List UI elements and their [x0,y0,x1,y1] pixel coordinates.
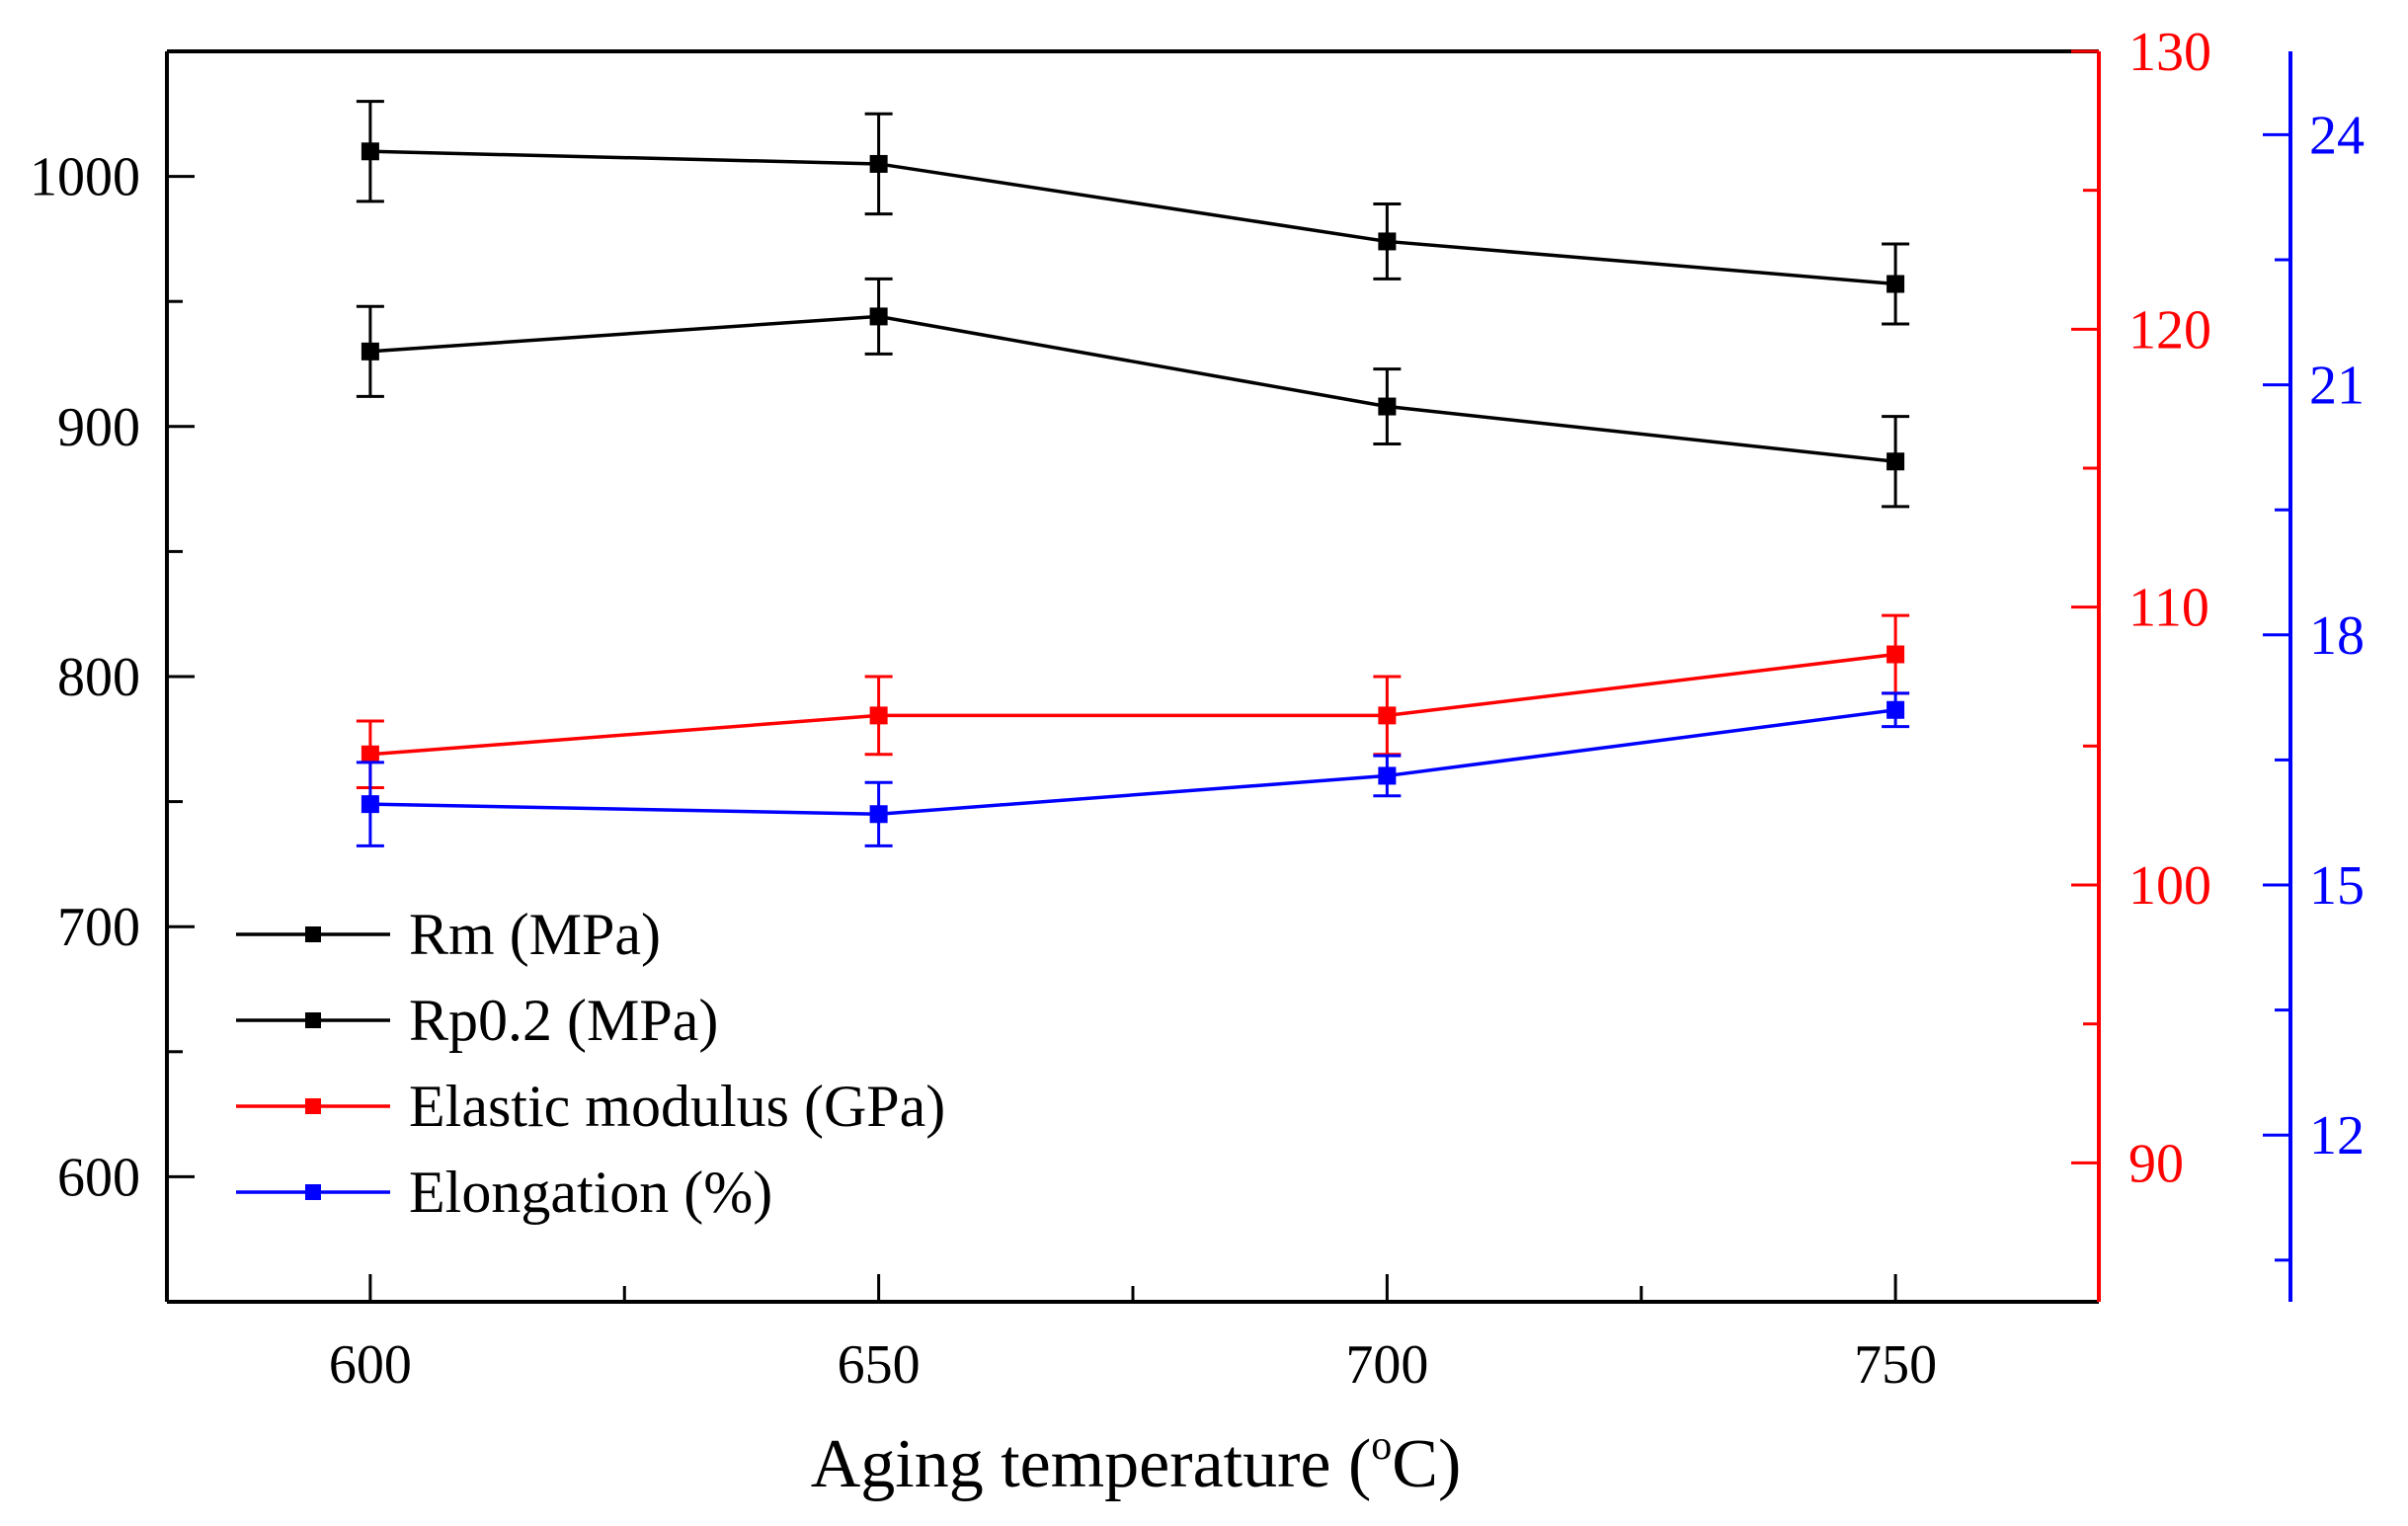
right-blue-tick-label: 15 [2309,855,2365,917]
series-3 [356,691,1910,847]
series-line [369,149,1896,286]
series-line [369,652,1896,757]
data-point [1378,766,1397,785]
data-point [1886,645,1905,664]
right-red-tick-label: 130 [2128,22,2211,83]
axes: 600 650 700 750 600 700 800 900 1000 90 100 110 120 1… [30,22,2365,1396]
data-point [361,745,379,763]
x-tick-label: 700 [1345,1334,1428,1396]
data-point [1378,232,1397,251]
x-axis-label: Aging temperature (oC) [811,1423,1462,1502]
legend-label: Elongation (%) [409,1160,772,1225]
series-2 [356,613,1910,790]
right-red-tick-label: 90 [2128,1133,2184,1194]
right-red-tick-label: 100 [2128,855,2211,917]
series-line [369,314,1896,463]
legend: Rm (MPa) Rp0.2 (MPa) Elastic modulus (GPa)… [236,902,945,1225]
left-tick-label: 900 [57,397,140,458]
data-point [869,154,888,173]
data-point [361,795,379,814]
data-point [361,342,379,361]
legend-marker [305,926,321,942]
right-red-tick-label: 120 [2128,299,2211,361]
x-tick-label: 600 [329,1334,412,1396]
right-blue-tick-label: 18 [2309,605,2365,667]
left-tick-label: 800 [57,647,140,708]
data-point [1886,275,1905,293]
data-point [869,706,888,725]
data-point [869,805,888,824]
left-tick-label: 1000 [30,147,140,208]
series-marks [356,100,1910,847]
series-line [369,708,1896,817]
data-point [1378,397,1397,416]
data-point [1378,706,1397,725]
right-blue-tick-label: 12 [2309,1105,2365,1166]
x-tick-label: 750 [1854,1334,1937,1396]
x-tick-label: 650 [838,1334,921,1396]
legend-marker [305,1184,321,1200]
legend-label: Elastic modulus (GPa) [409,1074,945,1139]
left-tick-label: 700 [57,897,140,958]
data-point [1886,700,1905,719]
right-blue-tick-label: 21 [2309,356,2365,417]
series-0 [356,100,1910,326]
series-1 [356,277,1910,509]
right-red-tick-label: 110 [2128,578,2209,639]
right-blue-tick-label: 24 [2309,105,2365,166]
legend-label: Rm (MPa) [409,902,661,967]
legend-marker [305,1012,321,1028]
data-point [361,142,379,161]
data-point [869,307,888,326]
left-tick-label: 600 [57,1147,140,1208]
data-point [1886,452,1905,471]
legend-label: Rp0.2 (MPa) [409,988,718,1053]
legend-marker [305,1098,321,1114]
